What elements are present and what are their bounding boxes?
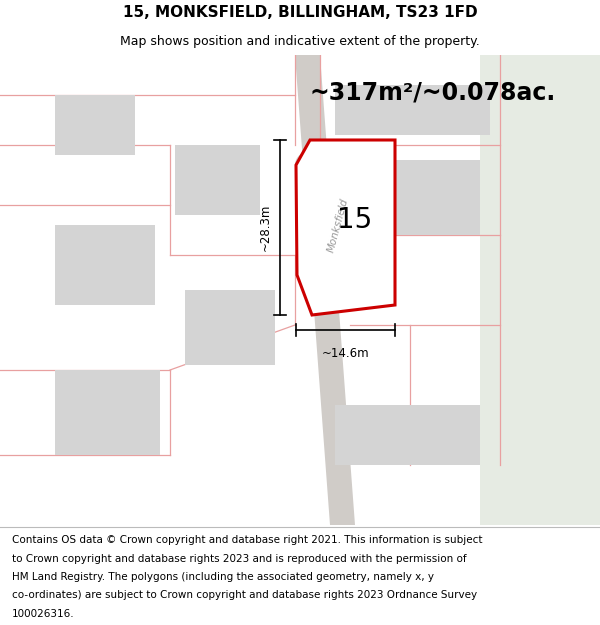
Bar: [55, 225, 155, 305]
Text: ~317m²/~0.078ac.: ~317m²/~0.078ac.: [310, 81, 556, 105]
Text: co-ordinates) are subject to Crown copyright and database rights 2023 Ordnance S: co-ordinates) are subject to Crown copyr…: [12, 591, 477, 601]
Circle shape: [295, 152, 321, 178]
Text: Monksfield: Monksfield: [326, 197, 350, 253]
Text: 15, MONKSFIELD, BILLINGHAM, TS23 1FD: 15, MONKSFIELD, BILLINGHAM, TS23 1FD: [122, 4, 478, 19]
Bar: [335, 160, 415, 235]
Bar: [410, 160, 480, 235]
Text: Map shows position and indicative extent of the property.: Map shows position and indicative extent…: [120, 35, 480, 48]
Text: HM Land Registry. The polygons (including the associated geometry, namely x, y: HM Land Registry. The polygons (includin…: [12, 572, 434, 582]
Polygon shape: [296, 140, 395, 315]
Bar: [480, 55, 600, 525]
Text: 15: 15: [337, 206, 373, 234]
Bar: [55, 95, 135, 155]
Text: ~14.6m: ~14.6m: [322, 347, 370, 360]
Text: ~28.3m: ~28.3m: [259, 204, 272, 251]
Text: to Crown copyright and database rights 2023 and is reproduced with the permissio: to Crown copyright and database rights 2…: [12, 554, 467, 564]
Polygon shape: [295, 55, 355, 525]
Bar: [335, 405, 415, 465]
Bar: [410, 85, 490, 135]
Bar: [175, 145, 260, 215]
Bar: [185, 290, 275, 365]
Text: 100026316.: 100026316.: [12, 609, 74, 619]
Bar: [55, 370, 160, 455]
Bar: [335, 85, 410, 135]
Bar: [410, 405, 480, 465]
Text: Contains OS data © Crown copyright and database right 2021. This information is : Contains OS data © Crown copyright and d…: [12, 535, 482, 545]
